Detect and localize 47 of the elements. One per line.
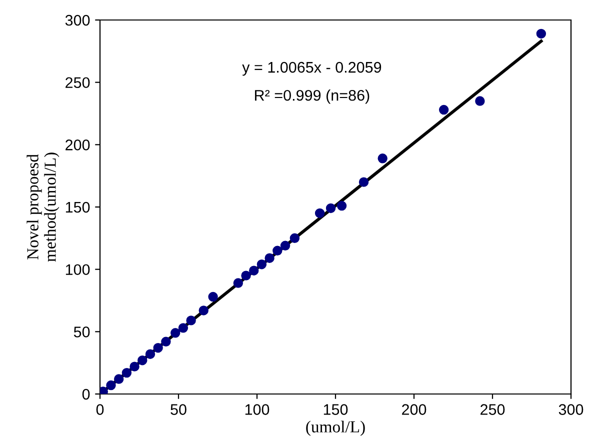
point: [264, 253, 274, 263]
point: [536, 28, 546, 39]
point: [336, 200, 347, 211]
y-tick-label: 150: [66, 202, 90, 213]
point: [233, 278, 244, 288]
point: [438, 104, 449, 115]
y-tick-label: 200: [66, 140, 90, 150]
x-axis-title: (umol/L): [306, 420, 365, 436]
point: [138, 355, 148, 366]
point: [145, 349, 156, 359]
point: [272, 246, 282, 256]
point: [326, 203, 336, 214]
point: [153, 343, 163, 353]
point: [186, 316, 196, 326]
y-tick-label: 100: [66, 264, 90, 276]
x-tick-label: 0: [96, 404, 104, 415]
point: [161, 336, 171, 346]
point: [280, 240, 290, 251]
y-tick-label: 0: [82, 388, 90, 400]
point: [314, 208, 325, 218]
point: [249, 266, 259, 276]
point: [114, 374, 124, 384]
x-tick-label: 150: [324, 404, 348, 415]
y-tick-label: 300: [65, 14, 90, 26]
y-tick-label: 250: [66, 77, 90, 88]
point: [130, 362, 140, 372]
point: [178, 323, 188, 333]
point: [170, 328, 180, 338]
point: [208, 292, 218, 302]
point: [256, 259, 267, 270]
x-tick-label: 100: [245, 404, 270, 415]
point: [378, 154, 388, 164]
point: [106, 380, 116, 390]
y-tick-label: 50: [74, 326, 90, 338]
point: [241, 270, 251, 280]
x-tick-label: 300: [558, 404, 584, 415]
x-tick-label: 250: [480, 404, 505, 415]
point: [358, 177, 369, 187]
annotation: R² =0.999 (n=86): [255, 90, 370, 104]
point: [198, 306, 208, 316]
x-tick-label: 200: [402, 404, 426, 415]
y-axis-title: Novel propoesd method(umol/L): [26, 152, 60, 262]
point: [290, 233, 300, 244]
annotation: y = 1.0065x - 0.2059: [242, 62, 382, 76]
point: [122, 368, 132, 378]
point: [475, 96, 485, 106]
x-tick-label: 50: [170, 404, 186, 415]
